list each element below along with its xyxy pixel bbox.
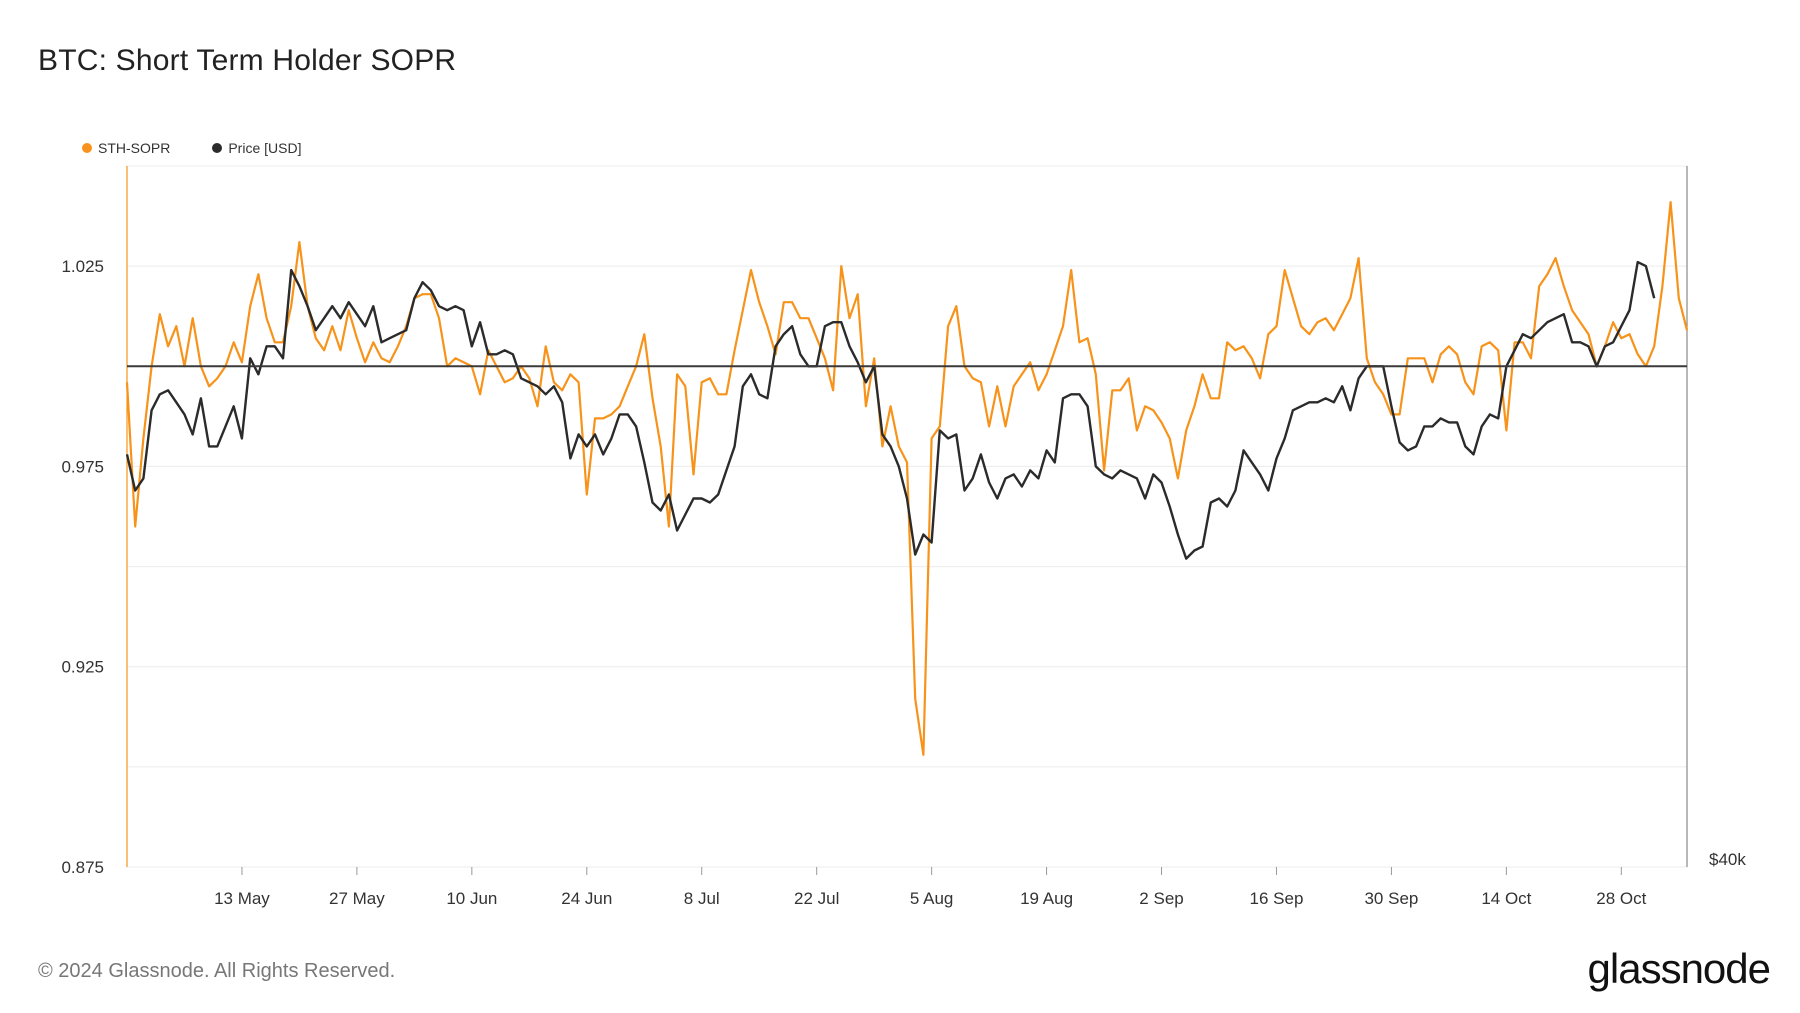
y-tick-label: 0.975: [61, 457, 104, 476]
chart-title: BTC: Short Term Holder SOPR: [38, 44, 457, 77]
right-axis-label: $40k: [1709, 850, 1746, 869]
legend-label-sth-sopr: STH-SOPR: [98, 140, 171, 156]
x-tick-label: 16 Sep: [1250, 889, 1304, 908]
legend-dot-price: [212, 143, 223, 153]
glassnode-logo: glassnode: [1587, 945, 1771, 992]
legend: STH-SOPR Price [USD]: [82, 140, 301, 156]
y-tick-label: 1.025: [61, 257, 104, 276]
price-line: [125, 260, 1656, 560]
x-tick-label: 13 May: [214, 889, 270, 908]
x-tick-label: 10 Jun: [446, 889, 497, 908]
x-tick-label: 30 Sep: [1364, 889, 1418, 908]
x-tick-label: 5 Aug: [910, 889, 954, 908]
plot-frame: [126, 165, 1688, 868]
x-tick-label: 14 Oct: [1481, 889, 1531, 908]
x-tick-label: 24 Jun: [561, 889, 612, 908]
legend-item-sth-sopr[interactable]: STH-SOPR: [82, 140, 170, 156]
x-tick-label: 2 Sep: [1139, 889, 1183, 908]
x-tick-label: 27 May: [329, 889, 385, 908]
legend-dot-sth-sopr: [82, 143, 92, 153]
sth-sopr-line: [125, 201, 1689, 756]
legend-label-price: Price [USD]: [228, 140, 302, 156]
x-tick-label: 19 Aug: [1020, 889, 1073, 908]
x-tick-label: 8 Jul: [684, 889, 720, 908]
x-tick-label: 28 Oct: [1596, 889, 1646, 908]
legend-item-price[interactable]: Price [USD]: [212, 140, 301, 156]
copyright-text: © 2024 Glassnode. All Rights Reserved.: [38, 960, 396, 982]
x-tick-label: 22 Jul: [794, 889, 839, 908]
y-tick-label: 0.875: [61, 858, 104, 877]
y-tick-label: 0.925: [61, 658, 104, 677]
